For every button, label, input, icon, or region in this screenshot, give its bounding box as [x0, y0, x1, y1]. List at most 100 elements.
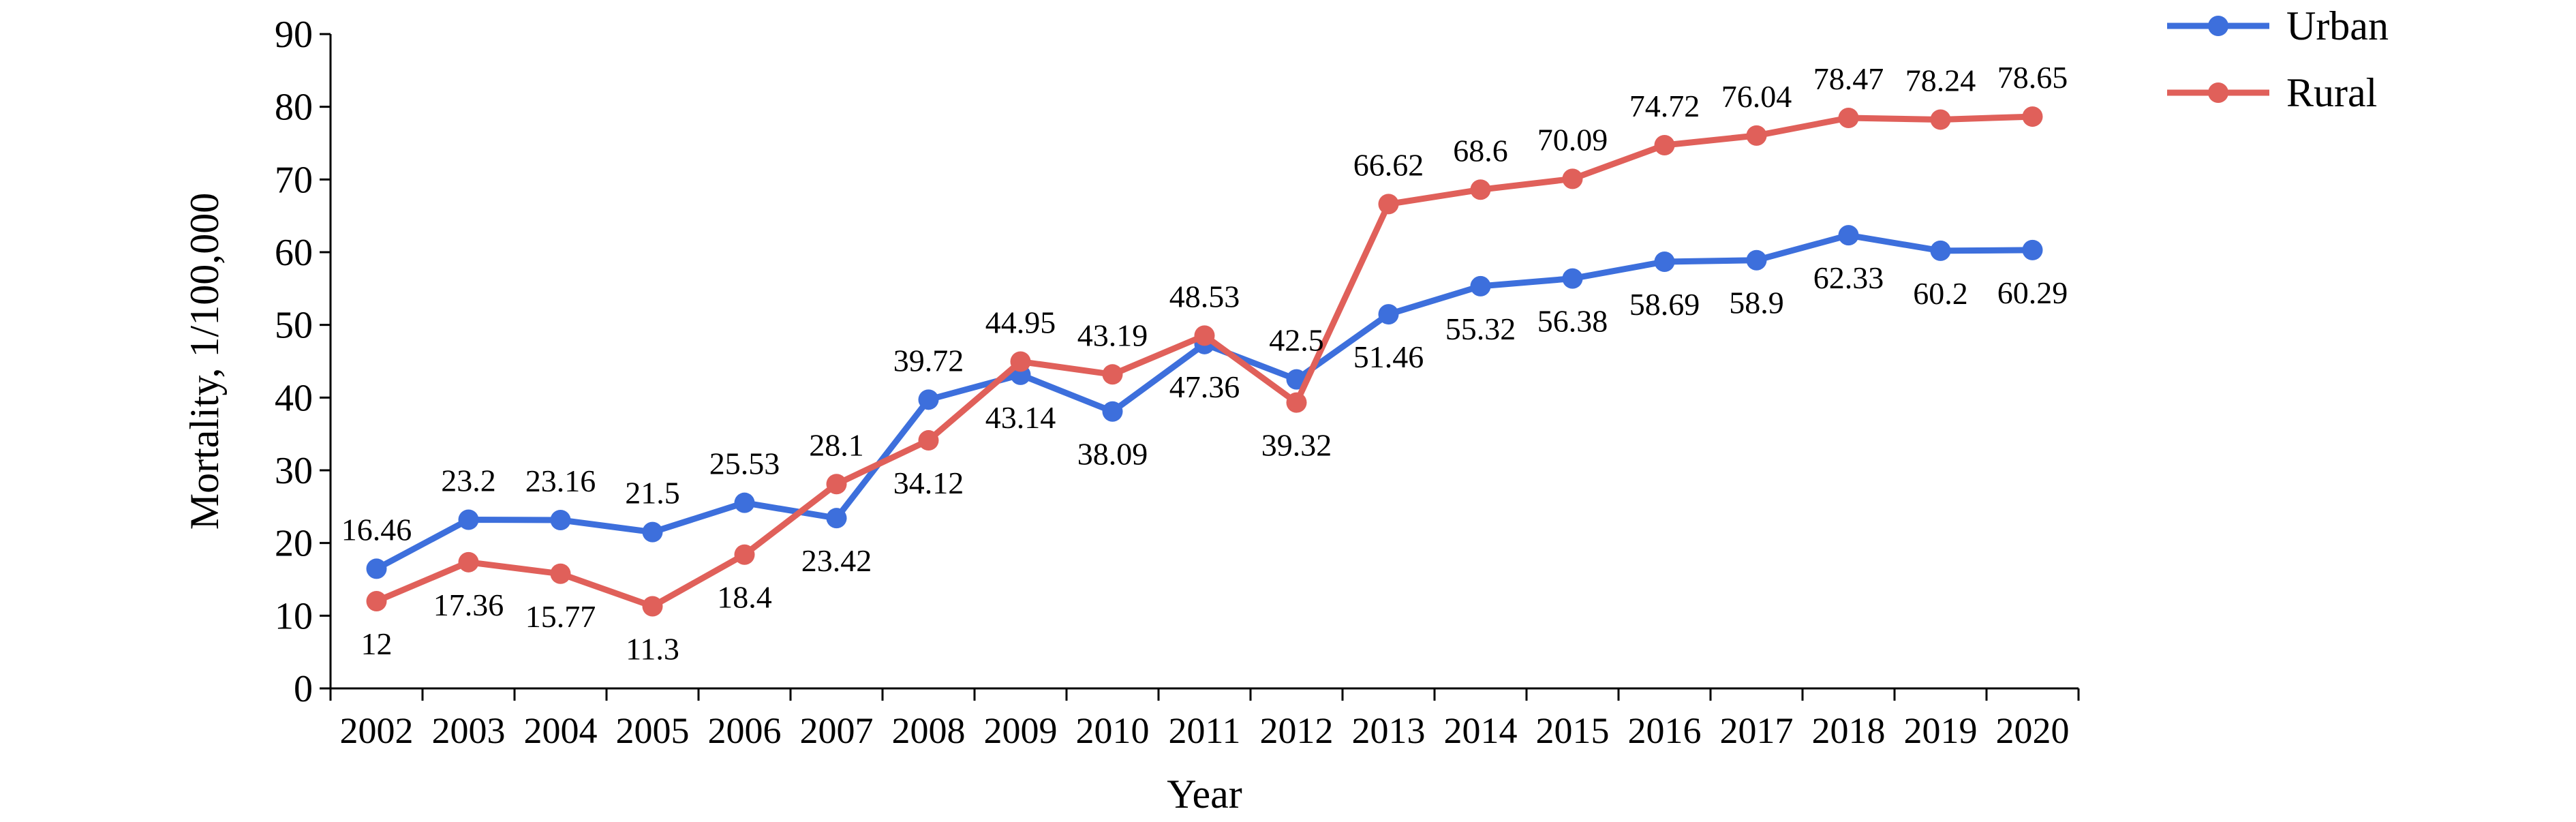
data-point [2022, 106, 2043, 127]
legend-marker [2208, 82, 2228, 103]
data-point [1654, 251, 1675, 272]
data-point [1838, 107, 1859, 128]
data-label: 44.95 [985, 305, 1056, 340]
data-point [918, 430, 939, 451]
data-label: 51.46 [1353, 339, 1424, 374]
data-label: 56.38 [1537, 304, 1608, 339]
y-tick-label: 50 [275, 305, 313, 347]
data-point [458, 509, 479, 530]
y-tick-label: 10 [275, 595, 313, 637]
data-label: 11.3 [626, 631, 679, 666]
y-tick-label: 60 [275, 232, 313, 274]
x-tick-label: 2010 [1076, 710, 1150, 751]
tick-labels: 0 10 20 30 40 50 60 70 80 90 2002 2003 2004 2005 2006 2… [275, 14, 2070, 751]
series-layer [366, 106, 2043, 617]
data-point [1286, 392, 1307, 413]
data-point [734, 544, 755, 565]
x-tick-label: 2016 [1628, 710, 1702, 751]
data-label: 62.33 [1813, 260, 1884, 295]
data-label: 38.09 [1077, 437, 1148, 472]
data-label: 23.16 [525, 463, 596, 498]
data-point [1470, 179, 1491, 200]
data-label: 48.53 [1169, 279, 1240, 314]
data-point [1102, 364, 1123, 385]
x-axis-title: Year [1167, 772, 1242, 817]
x-tick-label: 2015 [1536, 710, 1610, 751]
data-label: 76.04 [1721, 79, 1792, 114]
y-tick-label: 20 [275, 523, 313, 565]
legend-label: Urban [2286, 3, 2389, 48]
y-tick-label: 90 [275, 14, 313, 56]
data-label: 23.2 [441, 463, 496, 498]
data-label: 16.46 [341, 512, 412, 547]
data-label: 78.47 [1813, 61, 1884, 96]
data-label: 60.2 [1913, 276, 1968, 311]
data-point [1562, 268, 1583, 289]
data-label: 43.19 [1077, 318, 1148, 352]
y-tick-label: 0 [294, 668, 313, 710]
data-point [1930, 240, 1951, 261]
axes [320, 33, 2080, 701]
x-tick-label: 2006 [708, 710, 782, 751]
data-label: 12 [361, 626, 393, 661]
data-point [1102, 401, 1123, 422]
data-point [366, 591, 387, 611]
data-point [1746, 125, 1767, 146]
x-tick-label: 2007 [800, 710, 874, 751]
data-label: 23.42 [801, 543, 872, 578]
data-label: 78.24 [1905, 63, 1976, 97]
data-point [826, 474, 847, 495]
data-label: 68.6 [1453, 133, 1508, 168]
data-point [550, 509, 571, 530]
data-point [826, 508, 847, 529]
data-label: 70.09 [1537, 122, 1608, 157]
y-tick-label: 80 [275, 87, 313, 129]
data-point [642, 521, 663, 543]
data-label: 28.1 [809, 427, 864, 462]
x-tick-label: 2018 [1812, 710, 1886, 751]
legend-marker [2208, 16, 2228, 36]
x-tick-label: 2009 [984, 710, 1058, 751]
data-point [1194, 325, 1215, 346]
data-label: 39.72 [893, 343, 964, 378]
data-point [1746, 249, 1767, 271]
data-label: 66.62 [1353, 147, 1424, 182]
data-point [1470, 275, 1491, 296]
x-tick-label: 2002 [340, 710, 414, 751]
y-tick-label: 40 [275, 377, 313, 419]
data-point [550, 563, 571, 584]
data-label: 39.32 [1261, 428, 1332, 463]
data-label: 74.72 [1629, 89, 1700, 123]
data-label: 78.65 [1997, 60, 2068, 95]
data-label: 25.53 [709, 446, 780, 481]
data-label: 34.12 [893, 466, 964, 500]
data-label: 15.77 [525, 599, 596, 634]
data-label: 58.9 [1729, 286, 1784, 320]
data-point [2022, 239, 2043, 260]
data-point [1378, 304, 1399, 325]
x-tick-label: 2020 [1996, 710, 2070, 751]
data-point [366, 558, 387, 579]
data-point [1378, 194, 1399, 215]
x-tick-label: 2008 [892, 710, 966, 751]
data-label: 43.14 [985, 400, 1056, 435]
data-point [1838, 225, 1859, 246]
x-tick-label: 2012 [1260, 710, 1334, 751]
series-line [373, 113, 2036, 609]
data-point [1010, 351, 1031, 372]
x-tick-label: 2019 [1904, 710, 1978, 751]
data-label: 42.5 [1269, 323, 1324, 358]
legend: Urban Rural [2167, 3, 2389, 115]
data-point [642, 596, 663, 617]
legend-item-rural: Rural [2167, 70, 2377, 115]
y-axis-title: Mortality, 1/100,000 [182, 193, 227, 530]
data-label: 58.69 [1629, 287, 1700, 322]
data-label: 60.29 [1997, 275, 2068, 310]
x-tick-label: 2003 [432, 710, 506, 751]
legend-item-urban: Urban [2167, 3, 2389, 48]
y-tick-label: 70 [275, 159, 313, 201]
x-tick-label: 2004 [524, 710, 598, 751]
data-point [1930, 109, 1951, 130]
data-label: 55.32 [1445, 311, 1516, 346]
